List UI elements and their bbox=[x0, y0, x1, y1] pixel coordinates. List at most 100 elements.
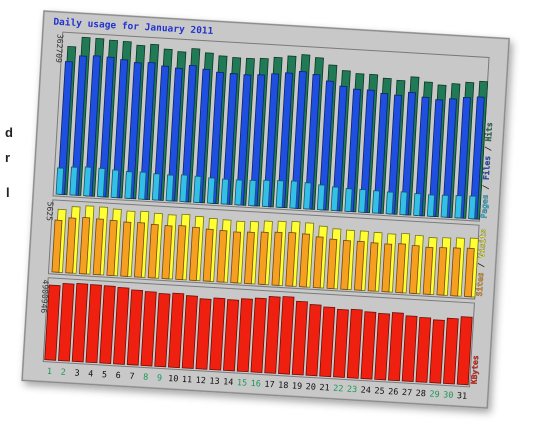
bar-kbytes-day-9 bbox=[154, 293, 171, 368]
panel-legend-pages-files-hits: Pages / Files / Hits bbox=[478, 122, 494, 219]
x-tick-label-day-4: 4 bbox=[88, 369, 94, 379]
bar-kbytes-day-4 bbox=[85, 284, 102, 364]
panel-kbytes: 4900946 KBytes bbox=[39, 277, 481, 388]
legend-entry-hits: Hits bbox=[483, 122, 494, 142]
x-tick-label-day-16: 16 bbox=[250, 379, 261, 390]
x-tick-label-day-25: 25 bbox=[374, 386, 385, 397]
bar-kbytes-day-25 bbox=[374, 312, 391, 381]
x-tick-label-day-21: 21 bbox=[319, 383, 330, 394]
bar-sites-day-21 bbox=[326, 238, 338, 290]
bar-kbytes-day-6 bbox=[113, 287, 130, 365]
x-tick-label-day-14: 14 bbox=[223, 377, 234, 388]
bar-kbytes-day-21 bbox=[319, 306, 336, 378]
x-tick-label-day-26: 26 bbox=[388, 387, 399, 398]
bar-pages-day-8 bbox=[151, 173, 161, 201]
x-tick-label-day-13: 13 bbox=[209, 376, 220, 387]
x-tick-label-day-22: 22 bbox=[333, 384, 344, 395]
legend-entry-files: Files bbox=[481, 155, 492, 180]
bar-kbytes-day-1 bbox=[44, 284, 61, 361]
bar-pages-day-26 bbox=[399, 191, 408, 216]
legend-entry-sites: Sites bbox=[474, 272, 485, 297]
x-tick-label-day-6: 6 bbox=[115, 371, 121, 381]
bar-sites-day-10 bbox=[175, 225, 187, 281]
bar-sites-day-20 bbox=[312, 236, 324, 289]
bar-pages-day-19 bbox=[303, 182, 312, 210]
bar-sites-day-24 bbox=[367, 242, 379, 292]
bar-sites-day-29 bbox=[436, 247, 448, 296]
bar-kbytes-day-17 bbox=[264, 296, 281, 374]
panel-visits-sites: 5625 Sites / Visits bbox=[45, 199, 488, 300]
bar-pages-day-6 bbox=[124, 171, 133, 199]
bar-kbytes-day-27 bbox=[401, 315, 418, 382]
bar-pages-day-20 bbox=[316, 184, 326, 211]
bar-pages-day-17 bbox=[275, 180, 285, 208]
legend-separator: / bbox=[481, 180, 491, 195]
bar-pages-day-9 bbox=[165, 174, 174, 202]
bar-sites-day-2 bbox=[65, 217, 77, 274]
bar-sites-day-4 bbox=[92, 218, 104, 276]
bar-kbytes-day-19 bbox=[291, 300, 308, 376]
panel-max-label-pages-files-hits: 362709 bbox=[54, 34, 65, 64]
bar-kbytes-day-15 bbox=[236, 298, 253, 373]
panel-legend-kbytes: KBytes bbox=[470, 355, 481, 385]
bar-kbytes-day-8 bbox=[140, 291, 157, 367]
bar-pages-day-14 bbox=[234, 179, 243, 206]
x-tick-label-day-29: 29 bbox=[429, 390, 440, 401]
bar-kbytes-day-29 bbox=[429, 319, 445, 384]
bar-pages-day-7 bbox=[138, 171, 147, 200]
panel-legend-visits-sites: Sites / Visits bbox=[474, 228, 488, 296]
bar-sites-day-9 bbox=[161, 225, 173, 280]
bar-pages-day-29 bbox=[440, 194, 449, 218]
bar-kbytes-day-23 bbox=[346, 308, 363, 379]
bar-kbytes-day-2 bbox=[58, 282, 75, 362]
bar-kbytes-day-18 bbox=[278, 296, 295, 375]
bar-pages-day-27 bbox=[413, 193, 422, 217]
bar-sites-day-16 bbox=[257, 231, 269, 286]
bar-sites-day-3 bbox=[79, 217, 91, 275]
bar-kbytes-day-10 bbox=[168, 292, 185, 369]
bar-pages-day-10 bbox=[179, 174, 188, 203]
panel-max-label-visits-sites: 5625 bbox=[45, 201, 55, 221]
bar-sites-day-26 bbox=[395, 243, 406, 294]
bar-kbytes-day-14 bbox=[223, 299, 240, 372]
x-tick-label-day-15: 15 bbox=[237, 378, 248, 389]
bar-sites-day-13 bbox=[216, 230, 228, 283]
bar-sites-day-19 bbox=[298, 233, 310, 288]
bar-pages-day-13 bbox=[220, 178, 229, 205]
x-tick-label-day-8: 8 bbox=[143, 373, 149, 383]
panel-max-label-kbytes: 4900946 bbox=[39, 279, 50, 313]
x-tick-label-day-11: 11 bbox=[182, 375, 193, 386]
bar-sites-day-31 bbox=[463, 247, 475, 298]
legend-entry-pages: Pages bbox=[479, 194, 489, 219]
x-tick-label-day-30: 30 bbox=[443, 390, 454, 401]
bar-sites-day-14 bbox=[230, 231, 242, 284]
bar-pages-day-30 bbox=[454, 195, 463, 219]
bar-pages-day-15 bbox=[248, 179, 257, 207]
bar-kbytes-day-16 bbox=[250, 297, 267, 373]
x-tick-label-day-1: 1 bbox=[47, 367, 53, 377]
bar-kbytes-day-3 bbox=[71, 283, 89, 363]
bar-pages-day-11 bbox=[193, 175, 202, 203]
x-tick-label-day-28: 28 bbox=[415, 389, 426, 400]
bar-sites-day-27 bbox=[409, 245, 420, 295]
bar-pages-day-16 bbox=[261, 179, 271, 208]
x-tick-label-day-19: 19 bbox=[292, 381, 303, 392]
bar-kbytes-day-12 bbox=[195, 298, 212, 370]
x-tick-label-day-10: 10 bbox=[168, 374, 179, 385]
bar-sites-day-28 bbox=[422, 246, 434, 295]
x-tick-label-day-31: 31 bbox=[457, 391, 468, 402]
legend-separator: / bbox=[476, 258, 486, 273]
bar-pages-day-31 bbox=[468, 195, 477, 220]
bar-sites-day-25 bbox=[381, 243, 393, 293]
bar-pages-day-24 bbox=[371, 190, 381, 214]
x-tick-label-day-17: 17 bbox=[264, 380, 275, 391]
x-tick-label-day-5: 5 bbox=[102, 370, 108, 380]
bar-kbytes-day-24 bbox=[360, 311, 377, 380]
bar-sites-day-17 bbox=[271, 231, 283, 286]
x-tick-label-day-20: 20 bbox=[305, 382, 316, 393]
bar-kbytes-day-20 bbox=[305, 304, 322, 377]
side-fragment-2: r bbox=[5, 150, 11, 165]
bar-kbytes-day-30 bbox=[443, 317, 459, 385]
